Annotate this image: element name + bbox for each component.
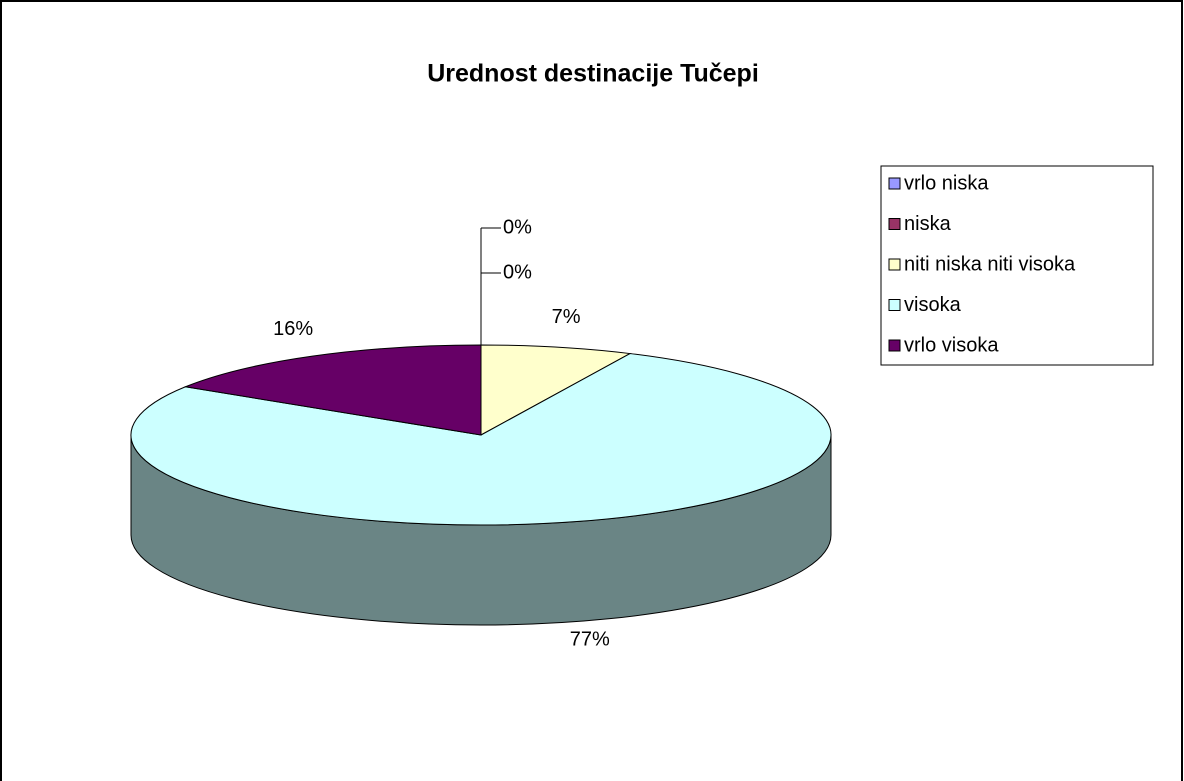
legend-swatch [888,258,901,271]
data-label: 0% [503,216,532,238]
legend-swatch [888,299,901,311]
legend-label: visoka [904,294,962,316]
legend-label: niska [904,213,952,235]
legend-label: niti niska niti visoka [904,253,1076,275]
legend-box [880,165,1154,366]
data-label: 7% [552,306,581,328]
data-label: 77% [570,629,610,651]
data-label: 0% [503,261,532,283]
legend-label: vrlo niska [904,172,989,194]
slice [183,344,482,436]
slice [130,353,832,526]
data-label: 16% [273,318,313,340]
legend-swatch [888,177,901,190]
slice [480,344,632,436]
legend-swatch [888,218,901,230]
legend-label: vrlo visoka [904,334,999,356]
chart-title: Urednost destinacije Tučepi [427,60,759,88]
legend-swatch [888,339,901,352]
